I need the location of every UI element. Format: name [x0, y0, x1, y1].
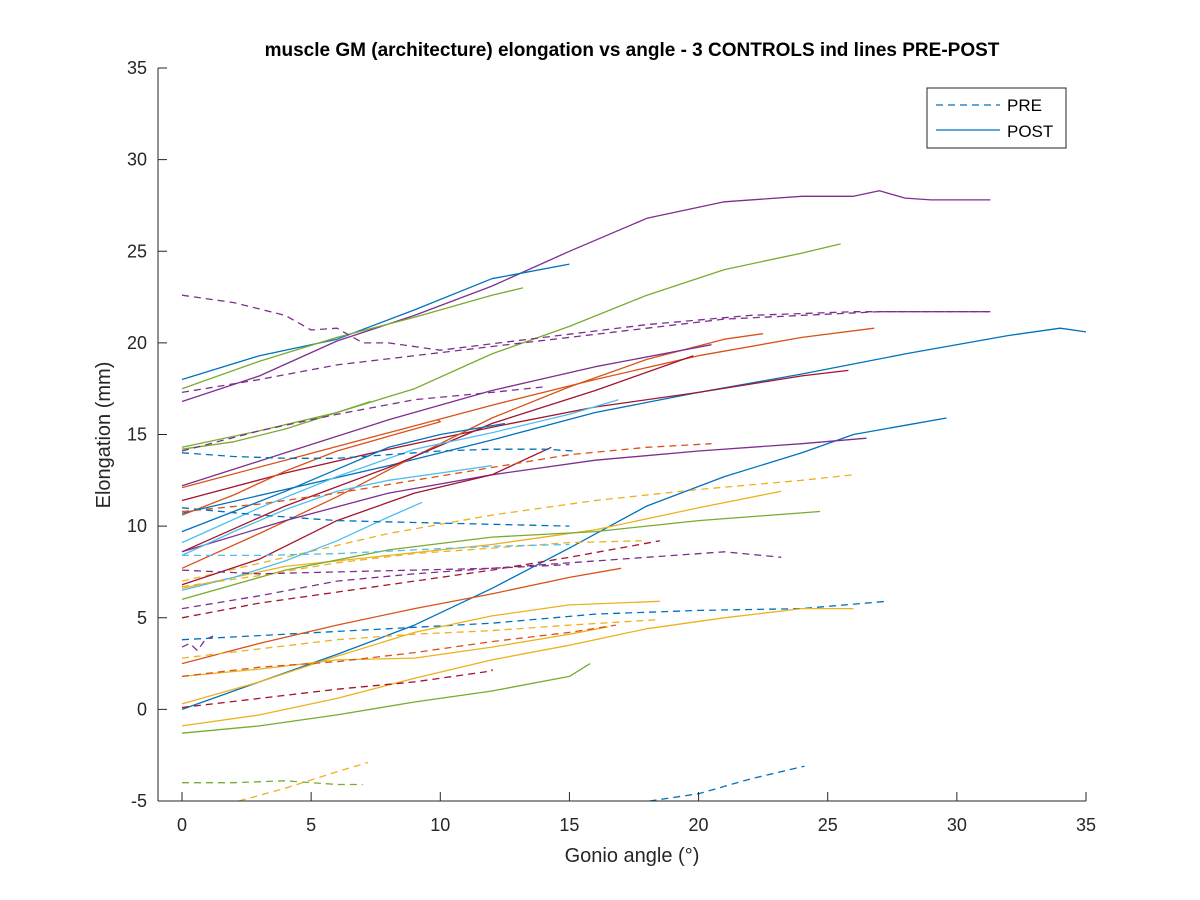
chart-title: muscle GM (architecture) elongation vs a… — [265, 40, 1000, 61]
x-tick-label: 20 — [689, 815, 709, 835]
series-line-1-post — [181, 190, 991, 403]
y-tick-label: 15 — [127, 425, 147, 445]
x-tick-label: 30 — [947, 815, 967, 835]
series-line-6-pre — [181, 311, 991, 394]
series-line-45-pre — [238, 761, 369, 801]
series-line-31-pre — [181, 386, 544, 452]
x-tick-label: 5 — [306, 815, 316, 835]
series-line-23-post — [181, 501, 423, 591]
x-axis-label: Gonio angle (°) — [565, 845, 700, 867]
series-line-25-pre — [181, 448, 575, 459]
series-line-30-pre — [181, 540, 660, 619]
series-line-40-pre — [181, 618, 660, 659]
series-line-4-post — [181, 287, 524, 390]
series-line-2-post — [181, 243, 841, 448]
series-line-5-pre — [181, 294, 991, 351]
series-line-17-post — [181, 510, 821, 601]
plot-area — [158, 68, 1086, 801]
legend-label-pre: PRE — [1007, 96, 1042, 115]
series-line-27-pre — [181, 507, 570, 527]
x-tick-label: 35 — [1076, 815, 1096, 835]
series-line-46-pre — [649, 765, 805, 801]
y-tick-label: 10 — [127, 516, 147, 536]
legend-box — [926, 87, 1067, 149]
series-line-26-pre — [181, 443, 712, 513]
x-tick-label: 0 — [177, 815, 187, 835]
series-line-20-post — [181, 422, 506, 533]
series-line-24-post — [181, 400, 371, 450]
series-line-8-post — [181, 327, 875, 489]
series-line-19-post — [181, 419, 441, 516]
series-layer — [181, 190, 1086, 801]
x-tick-label: 15 — [559, 815, 579, 835]
series-line-12-post — [181, 355, 694, 553]
series-line-36-post — [181, 607, 854, 727]
series-line-38-post — [181, 626, 609, 678]
legend: PRE POST — [926, 87, 1067, 149]
series-line-18-post — [181, 399, 619, 544]
y-tick-label: 5 — [137, 608, 147, 628]
series-line-28-pre — [181, 540, 642, 588]
series-line-33-pre — [181, 563, 570, 575]
series-line-3-post — [181, 263, 570, 381]
legend-label-post: POST — [1007, 122, 1053, 141]
axes-layer: 0 5 10 15 20 25 30 35 -5 0 5 10 15 20 25 30 35 — [127, 58, 1096, 835]
series-line-39-post — [181, 663, 591, 734]
y-tick-label: 0 — [137, 699, 147, 719]
series-line-16-post — [181, 490, 782, 590]
series-line-42-pre — [181, 669, 493, 709]
series-line-35-post — [181, 600, 660, 705]
y-tick-label: 25 — [127, 241, 147, 261]
y-tick-label: 20 — [127, 333, 147, 353]
series-line-43-pre — [181, 635, 214, 652]
series-line-21-post — [181, 446, 552, 586]
x-tick-label: 10 — [430, 815, 450, 835]
series-line-15-pre — [181, 474, 854, 582]
series-line-37-post — [181, 567, 622, 665]
y-axis-label: Elongation (mm) — [93, 362, 115, 509]
y-tick-label: 30 — [127, 150, 147, 170]
series-line-41-pre — [181, 624, 617, 678]
series-line-32-pre — [182, 543, 570, 557]
x-tick-label: 25 — [818, 815, 838, 835]
series-line-29-pre — [181, 551, 782, 610]
series-line-9-post — [181, 369, 849, 502]
series-line-22-post — [181, 465, 492, 556]
y-tick-label: 35 — [127, 58, 147, 78]
series-line-14-post — [181, 437, 867, 553]
y-tick-label: -5 — [131, 791, 147, 811]
